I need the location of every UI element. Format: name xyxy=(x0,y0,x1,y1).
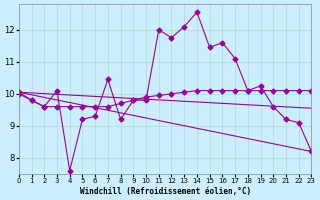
X-axis label: Windchill (Refroidissement éolien,°C): Windchill (Refroidissement éolien,°C) xyxy=(80,187,251,196)
